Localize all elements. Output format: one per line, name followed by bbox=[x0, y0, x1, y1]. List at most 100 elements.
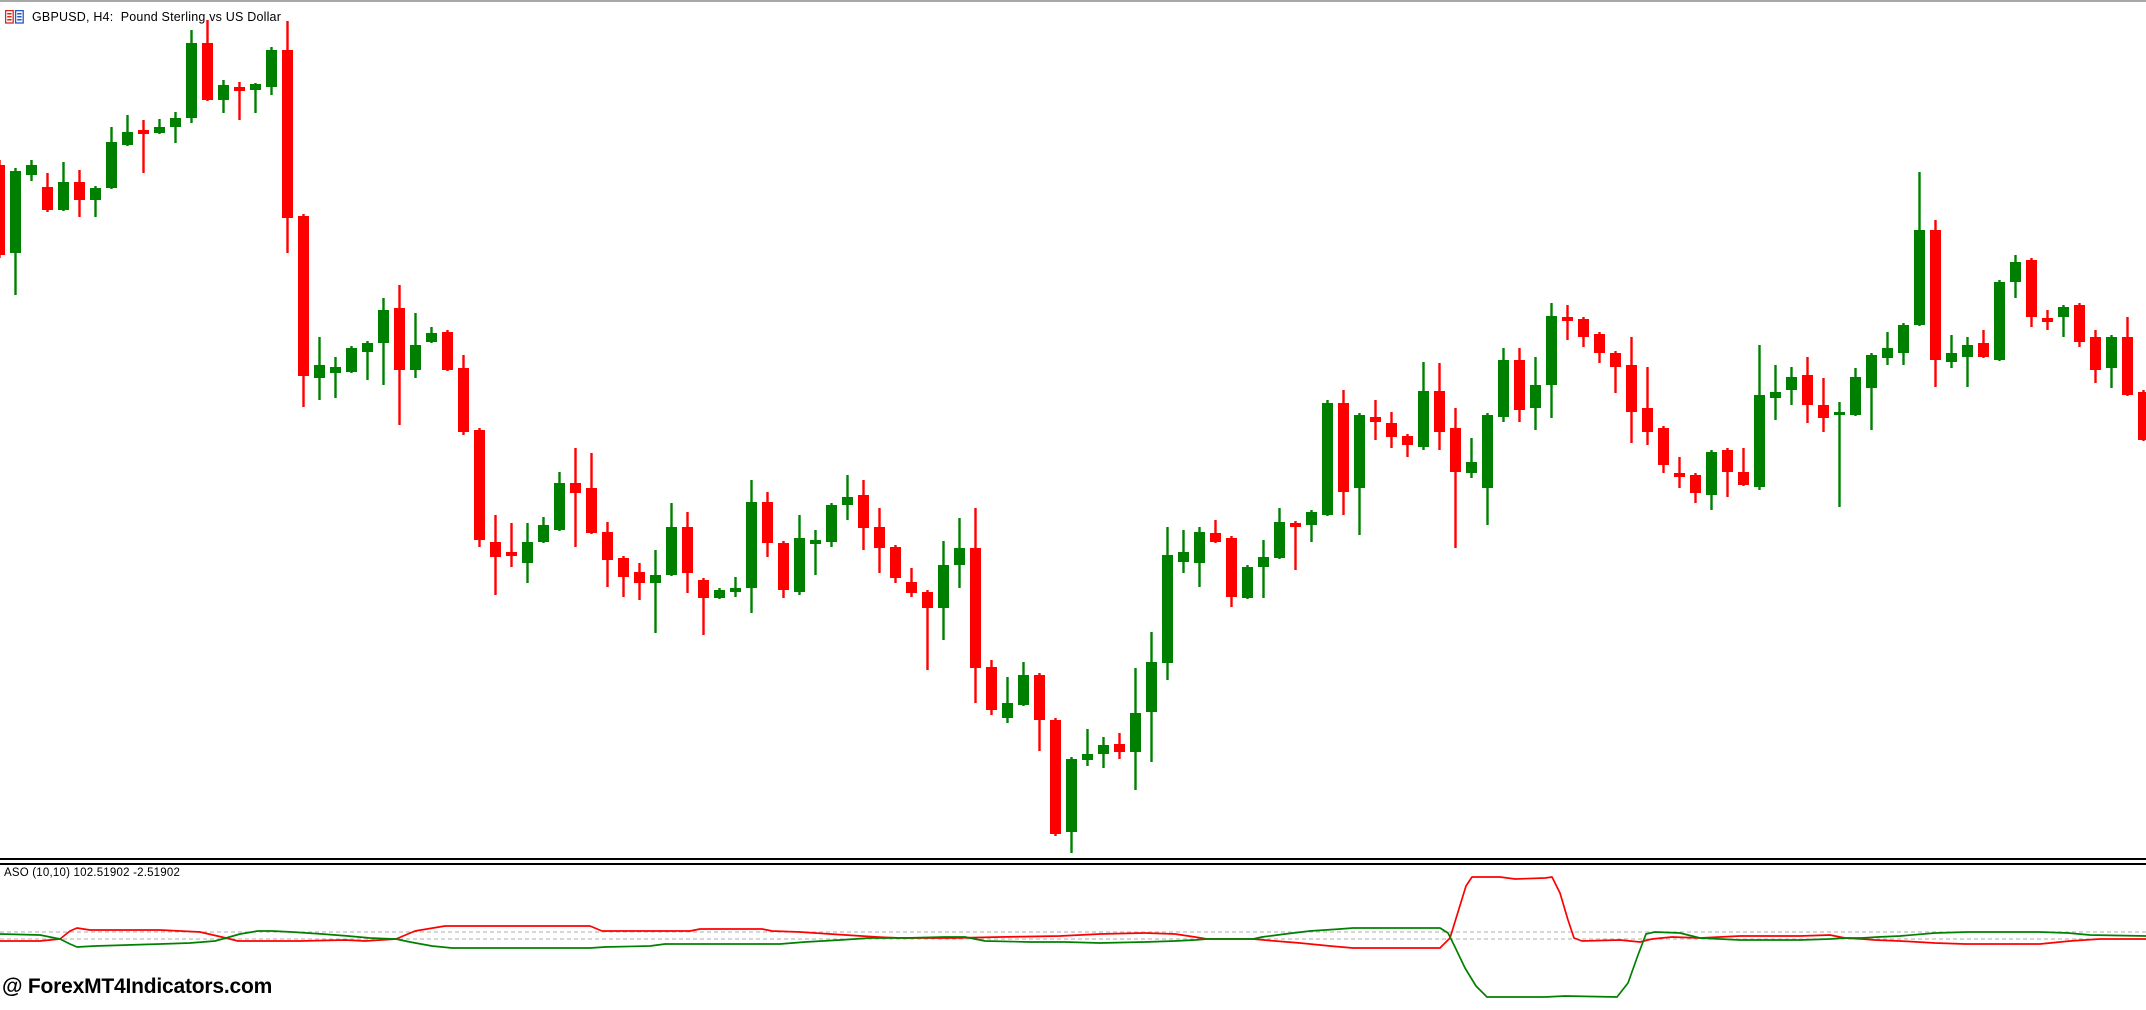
candle-body bbox=[938, 565, 949, 608]
pane-separator-line bbox=[0, 863, 2146, 865]
candle-body bbox=[0, 165, 5, 255]
candle-body bbox=[1690, 475, 1701, 493]
candle-body bbox=[458, 368, 469, 432]
candle-body bbox=[378, 310, 389, 343]
candle-body bbox=[1866, 355, 1877, 388]
candle-body bbox=[1178, 552, 1189, 562]
candle-body bbox=[1386, 423, 1397, 437]
candle-body bbox=[1002, 703, 1013, 718]
candle-body bbox=[1642, 408, 1653, 432]
candle-body bbox=[1546, 316, 1557, 385]
candle-body bbox=[922, 592, 933, 608]
candle-body bbox=[682, 527, 693, 573]
candle-body bbox=[58, 182, 69, 210]
candle-body bbox=[2090, 337, 2101, 370]
candle-body bbox=[842, 497, 853, 505]
candle-body bbox=[570, 483, 581, 493]
pane-separator[interactable] bbox=[0, 856, 2146, 866]
candle-body bbox=[330, 367, 341, 373]
indicator-pane[interactable] bbox=[0, 866, 2146, 1010]
candle-body bbox=[1306, 512, 1317, 525]
candle-body bbox=[810, 540, 821, 544]
candle-body bbox=[602, 532, 613, 560]
candle-body bbox=[346, 348, 357, 372]
candle-body bbox=[442, 332, 453, 370]
candle-body bbox=[746, 502, 757, 588]
candle-body bbox=[202, 43, 213, 100]
candle-body bbox=[1834, 412, 1845, 415]
candle-body bbox=[1626, 365, 1637, 412]
candle-body bbox=[1274, 522, 1285, 558]
candle-body bbox=[10, 171, 21, 253]
candle-body bbox=[778, 543, 789, 590]
aso-red-line bbox=[0, 876, 2146, 949]
candle-body bbox=[506, 552, 517, 556]
candle-body bbox=[410, 345, 421, 370]
candle-body bbox=[714, 590, 725, 598]
candle-body bbox=[2138, 392, 2146, 440]
candle-body bbox=[1226, 538, 1237, 597]
candle-body bbox=[906, 582, 917, 593]
candle-body bbox=[1066, 759, 1077, 832]
candle-body bbox=[890, 547, 901, 578]
candle-body bbox=[154, 127, 165, 133]
candle-body bbox=[1146, 662, 1157, 712]
candle-body bbox=[1946, 353, 1957, 362]
candle-body bbox=[634, 572, 645, 583]
candle-body bbox=[1754, 395, 1765, 487]
candle-body bbox=[362, 343, 373, 352]
candle-body bbox=[1082, 754, 1093, 760]
candle-body bbox=[2106, 337, 2117, 368]
pane-separator-line bbox=[0, 858, 2146, 860]
candle-body bbox=[986, 667, 997, 710]
candle-body bbox=[1978, 343, 1989, 357]
candle-body bbox=[122, 132, 133, 145]
candle-body bbox=[394, 308, 405, 370]
candle-body bbox=[2010, 262, 2021, 282]
candle-body bbox=[250, 84, 261, 90]
candle-body bbox=[1722, 450, 1733, 472]
candle-body bbox=[1482, 415, 1493, 488]
candle-body bbox=[1258, 557, 1269, 567]
watermark-text: @ ForexMT4Indicators.com bbox=[2, 975, 273, 998]
candle-body bbox=[1674, 473, 1685, 477]
candle-body bbox=[1498, 360, 1509, 417]
candle-body bbox=[1034, 675, 1045, 720]
candle-body bbox=[1114, 744, 1125, 752]
candle-body bbox=[1242, 567, 1253, 598]
candle-body bbox=[1530, 385, 1541, 408]
candle-body bbox=[1354, 415, 1365, 488]
candle-body bbox=[1434, 391, 1445, 432]
candle-body bbox=[1338, 403, 1349, 492]
candle-body bbox=[2122, 337, 2133, 395]
candle-body bbox=[1210, 533, 1221, 542]
candle-body bbox=[666, 527, 677, 575]
candle-body bbox=[874, 527, 885, 548]
candle-body bbox=[106, 142, 117, 188]
candle-body bbox=[1562, 317, 1573, 321]
candle-body bbox=[1290, 523, 1301, 527]
candle-body bbox=[1962, 345, 1973, 357]
candle-body bbox=[554, 483, 565, 530]
candle-body bbox=[1402, 436, 1413, 445]
candle-body bbox=[266, 50, 277, 87]
candle-body bbox=[1994, 282, 2005, 360]
chart-title: GBPUSD, H4: Pound Sterling vs US Dollar bbox=[32, 10, 282, 24]
candle-body bbox=[954, 548, 965, 565]
candle-body bbox=[42, 187, 53, 210]
candle-body bbox=[2074, 305, 2085, 342]
candle-body bbox=[282, 50, 293, 218]
candle-body bbox=[1770, 392, 1781, 398]
candle-body bbox=[730, 588, 741, 592]
candle-body bbox=[474, 430, 485, 540]
candle-body bbox=[1786, 377, 1797, 390]
candle-body bbox=[138, 130, 149, 134]
main-chart-pane[interactable] bbox=[0, 0, 2146, 856]
candle-body bbox=[1658, 428, 1669, 465]
candle-body bbox=[1194, 532, 1205, 563]
chart-title-row: GBPUSD, H4: Pound Sterling vs US Dollar bbox=[5, 10, 281, 24]
candle-body bbox=[522, 542, 533, 563]
candle-body bbox=[90, 188, 101, 200]
candle-body bbox=[858, 495, 869, 528]
